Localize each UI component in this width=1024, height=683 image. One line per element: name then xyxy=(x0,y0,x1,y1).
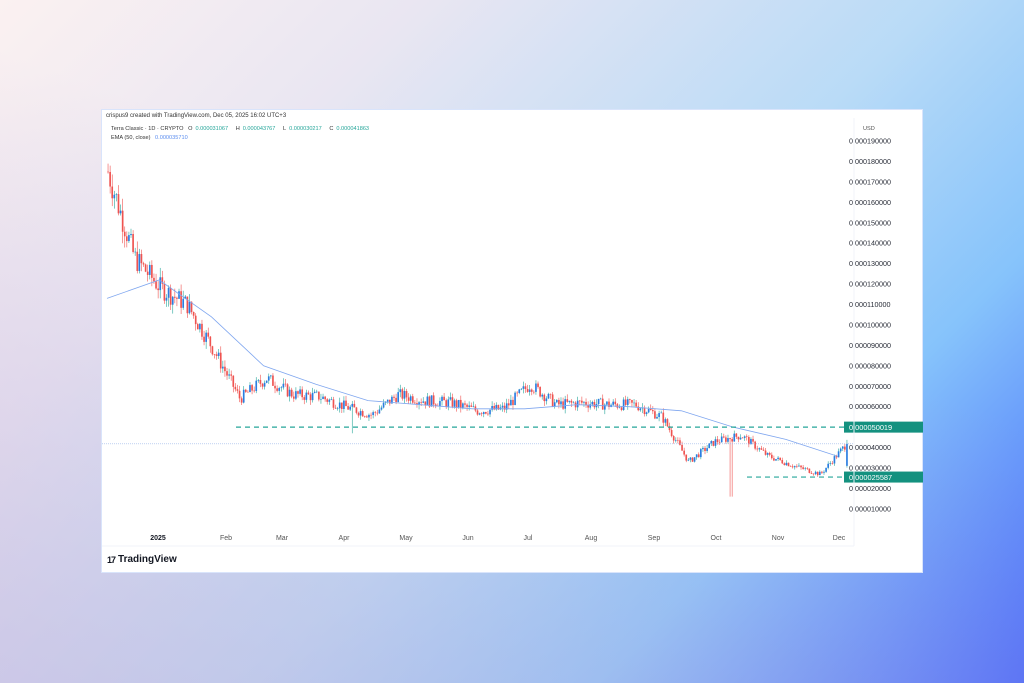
svg-text:Sep: Sep xyxy=(648,535,661,542)
svg-text:0.000170000: 0.000170000 xyxy=(849,177,891,186)
svg-text:0.000120000: 0.000120000 xyxy=(849,280,891,289)
chart-card: crispus9 created with TradingView.com, D… xyxy=(101,109,923,573)
svg-text:Jul: Jul xyxy=(524,535,533,542)
currency-label: USD xyxy=(863,126,875,132)
price-axis[interactable]: 0.000190000 0.000180000 0.000170000 0.00016… xyxy=(849,137,891,514)
svg-text:Dec: Dec xyxy=(833,535,846,542)
symbol-label[interactable]: Terra Classic · 1D · CRYPTO xyxy=(111,126,184,132)
svg-text:0.000180000: 0.000180000 xyxy=(849,157,891,166)
chart-legend: Terra Classic · 1D · CRYPTO O 0.000031067… xyxy=(111,125,375,142)
svg-text:0.000060000: 0.000060000 xyxy=(849,402,891,411)
svg-text:0.000025587: 0.000025587 xyxy=(849,473,892,482)
tradingview-logo[interactable]: 17 TradingView xyxy=(107,554,177,565)
svg-text:0.000160000: 0.000160000 xyxy=(849,198,891,207)
svg-text:0.000030000: 0.000030000 xyxy=(849,464,891,473)
svg-text:0.000140000: 0.000140000 xyxy=(849,239,891,248)
horizontal-levels: 0.000050019 0.000025587 xyxy=(236,421,923,483)
svg-text:Oct: Oct xyxy=(711,535,722,542)
svg-text:0.000110000: 0.000110000 xyxy=(849,300,890,309)
ema-line xyxy=(106,279,839,457)
svg-text:0.000100000: 0.000100000 xyxy=(849,320,891,329)
close-value: C 0.000041863 xyxy=(329,126,370,132)
svg-text:Feb: Feb xyxy=(220,535,232,542)
high-value: H 0.000043767 xyxy=(235,126,276,132)
svg-text:Jun: Jun xyxy=(462,535,473,542)
svg-text:0.000080000: 0.000080000 xyxy=(849,361,891,370)
svg-text:Apr: Apr xyxy=(339,535,351,542)
svg-text:0.000070000: 0.000070000 xyxy=(849,382,891,391)
svg-text:0.000010000: 0.000010000 xyxy=(849,504,891,513)
svg-text:0.000190000: 0.000190000 xyxy=(849,137,891,146)
svg-text:0.000150000: 0.000150000 xyxy=(849,218,891,227)
svg-text:0.000130000: 0.000130000 xyxy=(849,259,891,268)
svg-text:0.000040000: 0.000040000 xyxy=(849,443,891,452)
svg-text:Nov: Nov xyxy=(772,535,785,542)
ema-value: 0.000035710 xyxy=(155,134,188,141)
svg-text:May: May xyxy=(399,535,413,542)
svg-text:2025: 2025 xyxy=(150,535,166,542)
tradingview-brand: TradingView xyxy=(118,554,177,565)
chart-credit: crispus9 created with TradingView.com, D… xyxy=(106,113,287,119)
low-value: L 0.000030217 xyxy=(282,126,322,132)
ema-legend-row: EMA (50, close) 0.000035710 xyxy=(111,134,375,143)
svg-text:0.000050019: 0.000050019 xyxy=(849,423,892,432)
svg-text:Aug: Aug xyxy=(585,535,598,542)
svg-text:0.000020000: 0.000020000 xyxy=(849,484,891,493)
ema-label[interactable]: EMA (50, close) xyxy=(111,134,151,141)
tradingview-mark-icon: 17 xyxy=(107,554,116,565)
time-axis[interactable]: 2025 Feb Mar Apr May Jun Jul Aug Sep Oct Nov Dec xyxy=(150,535,846,542)
candlestick-series xyxy=(107,163,848,497)
svg-text:0.000090000: 0.000090000 xyxy=(849,341,891,350)
ohlc-legend-row: Terra Classic · 1D · CRYPTO O 0.000031067… xyxy=(111,125,375,134)
open-value: O 0.000031067 xyxy=(188,126,229,132)
svg-text:Mar: Mar xyxy=(276,535,289,542)
